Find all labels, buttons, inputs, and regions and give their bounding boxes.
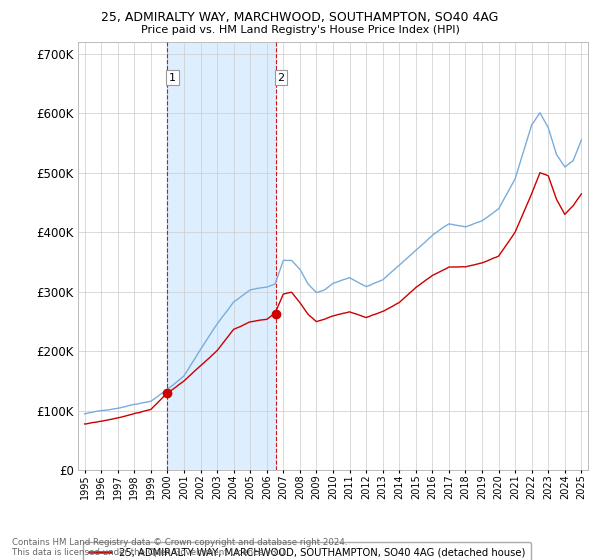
Legend: 25, ADMIRALTY WAY, MARCHWOOD, SOUTHAMPTON, SO40 4AG (detached house), HPI: Avera: 25, ADMIRALTY WAY, MARCHWOOD, SOUTHAMPTO… bbox=[83, 542, 532, 560]
Text: Price paid vs. HM Land Registry's House Price Index (HPI): Price paid vs. HM Land Registry's House … bbox=[140, 25, 460, 35]
Text: 1: 1 bbox=[169, 73, 176, 83]
Text: 2: 2 bbox=[278, 73, 284, 83]
Bar bbox=[167, 42, 276, 470]
Text: Contains HM Land Registry data © Crown copyright and database right 2024.
This d: Contains HM Land Registry data © Crown c… bbox=[12, 538, 347, 557]
Text: 25, ADMIRALTY WAY, MARCHWOOD, SOUTHAMPTON, SO40 4AG: 25, ADMIRALTY WAY, MARCHWOOD, SOUTHAMPTO… bbox=[101, 11, 499, 24]
